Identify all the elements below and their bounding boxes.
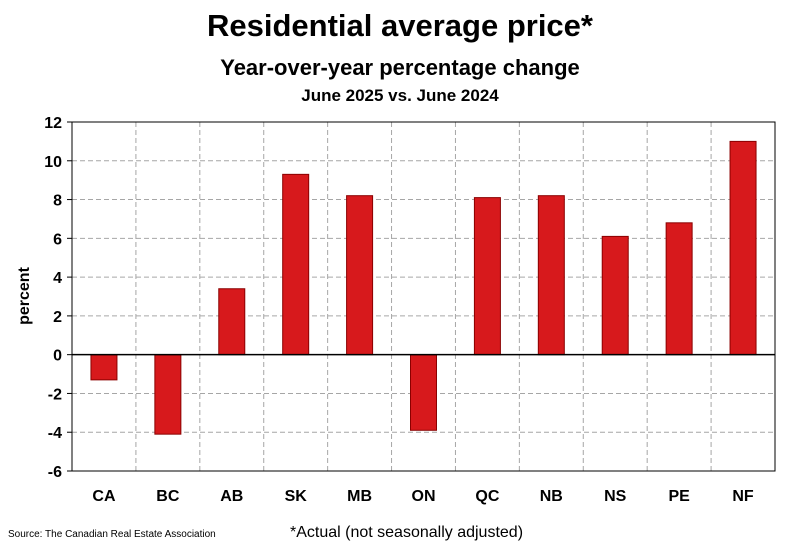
footnote: *Actual (not seasonally adjusted): [290, 524, 524, 541]
bar-nb: [537, 195, 565, 356]
x-tick-label-qc: QC: [475, 488, 499, 505]
x-tick-label-nb: NB: [540, 488, 563, 505]
x-tick-label-bc: BC: [156, 488, 180, 505]
x-tick-label-nf: NF: [732, 488, 754, 505]
x-tick-label-pe: PE: [668, 488, 690, 505]
bar-sk: [282, 173, 310, 356]
chart-date-range: June 2025 vs. June 2024: [301, 86, 499, 105]
y-tick-label: 10: [44, 154, 62, 171]
x-tick-label-sk: SK: [285, 488, 308, 505]
chart-title: Residential average price*: [207, 8, 593, 43]
bar-ns: [601, 235, 629, 356]
x-tick-label-ns: NS: [604, 488, 627, 505]
x-tick-label-ca: CA: [92, 488, 116, 505]
axis-layer: [67, 121, 776, 472]
bar-layer: [90, 140, 757, 435]
bar-ca: [90, 354, 118, 381]
x-tick-label-mb: MB: [347, 488, 372, 505]
y-tick-label: -2: [48, 386, 62, 403]
bar-mb: [346, 195, 374, 356]
plot-border: [71, 121, 776, 472]
y-tick-label: 6: [53, 231, 62, 248]
bar-bc: [154, 354, 182, 435]
x-tick-label-ab: AB: [220, 488, 243, 505]
bar-qc: [473, 197, 501, 356]
grid-layer: [72, 122, 775, 471]
y-tick-label: 2: [53, 309, 62, 326]
bar-on: [410, 354, 437, 431]
y-axis-title: percent: [16, 266, 33, 324]
y-tick-label: -4: [48, 425, 62, 442]
bar-nf: [729, 140, 757, 356]
y-tick-label: 8: [53, 193, 62, 210]
label-layer: -6 -4 -2 0 2 4 6 8 10 12 CA BC AB SK MB ON QC NB NS PE NF: [44, 115, 754, 505]
x-tick-label-on: ON: [412, 488, 436, 505]
bar-pe: [665, 222, 693, 356]
y-tick-label: 4: [53, 270, 62, 287]
y-tick-label: 12: [44, 115, 62, 132]
source-note: Source: The Canadian Real Estate Associa…: [8, 529, 216, 540]
bar-ab: [218, 288, 246, 356]
y-tick-label: -6: [48, 464, 62, 481]
y-tick-label: 0: [53, 348, 62, 365]
chart-subtitle: Year-over-year percentage change: [220, 55, 580, 80]
